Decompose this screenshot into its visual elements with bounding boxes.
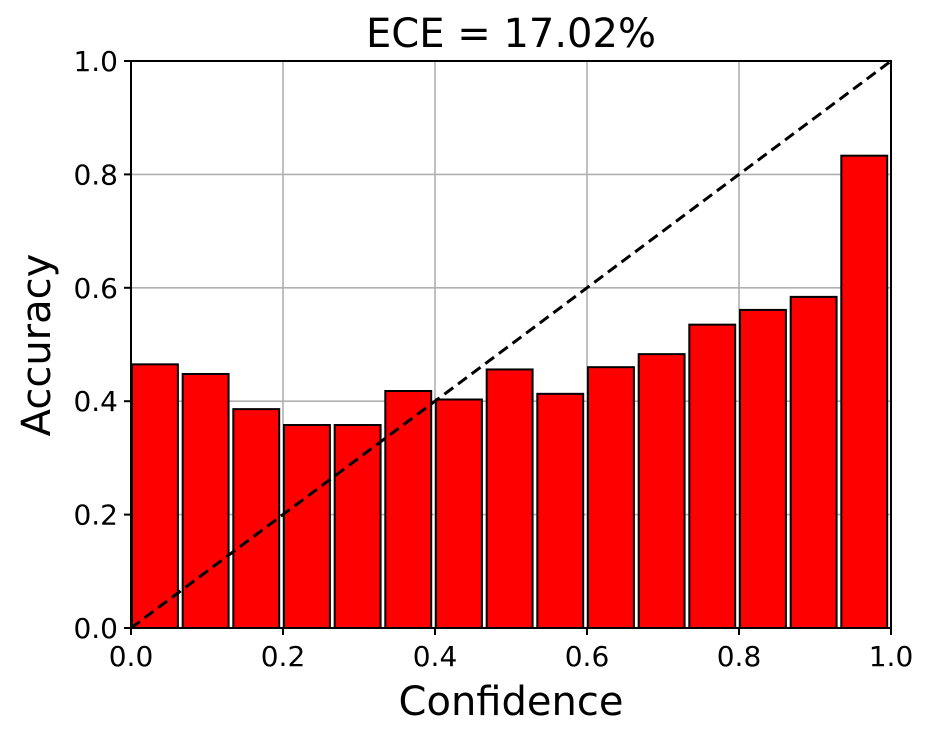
bar-bin-4 [333, 424, 382, 629]
x-tick-label-1: 0.2 [261, 640, 306, 673]
y-tick-label-0: 0.0 [73, 612, 118, 645]
x-tick-label-0: 0.0 [109, 640, 154, 673]
y-tick-label-3: 0.6 [73, 272, 118, 305]
bar-bin-11 [688, 323, 737, 629]
bar-bin-10 [637, 353, 686, 629]
x-tick-label-2: 0.4 [413, 640, 458, 673]
x-tick-label-4: 0.8 [717, 640, 762, 673]
y-tick-label-1: 0.2 [73, 499, 118, 532]
bar-bin-5 [384, 389, 433, 629]
y-tick-label-5: 1.0 [73, 45, 118, 78]
bar-bin-6 [435, 398, 483, 629]
bar-bin-9 [587, 366, 635, 629]
ticks-layer: 0.0 0.2 0.4 0.6 0.8 1.0 0.0 0.2 0.4 0.6 0.8 1.0 [73, 45, 913, 673]
bar-bin-12 [739, 308, 787, 629]
chart-title: ECE = 17.02% [366, 11, 656, 57]
x-axis-label: Confidence [399, 679, 624, 725]
axes-layer [130, 60, 892, 629]
x-tick-label-5: 1.0 [869, 640, 914, 673]
axes-frame [130, 60, 892, 629]
bar-bin-3 [283, 424, 331, 629]
reference-layer [130, 59, 892, 630]
bar-bin-0 [131, 363, 179, 629]
bar-bin-13 [789, 295, 838, 629]
bar-bin-2 [232, 408, 281, 629]
bar-bin-1 [181, 372, 230, 630]
y-axis-label: Accuracy [14, 254, 60, 437]
x-tick-label-3: 0.6 [565, 640, 610, 673]
y-tick-label-4: 0.8 [73, 158, 118, 191]
perfect-calibration-line [130, 59, 892, 630]
y-tick-label-2: 0.4 [73, 385, 118, 418]
bars-layer [131, 154, 889, 630]
bar-bin-7 [485, 368, 534, 629]
bar-bin-14 [840, 154, 889, 629]
bar-bin-8 [536, 392, 585, 630]
